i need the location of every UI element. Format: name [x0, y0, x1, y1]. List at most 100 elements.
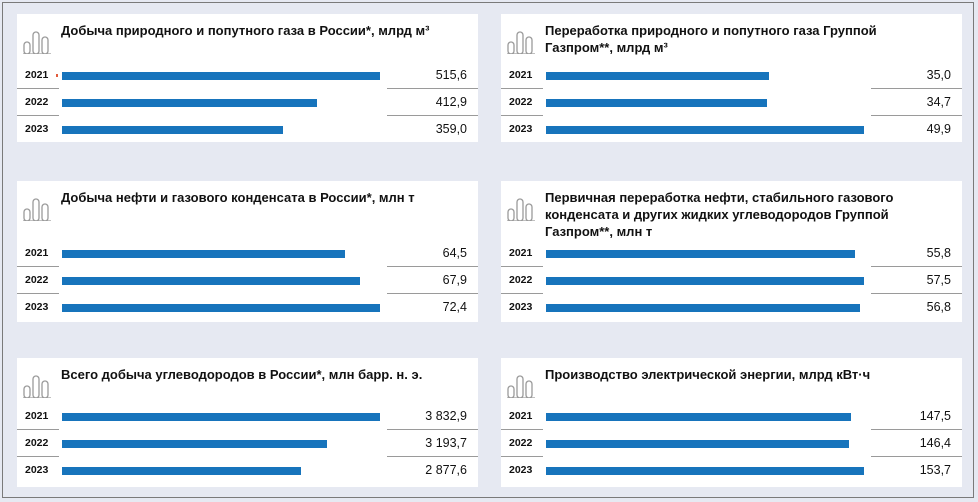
chart-row: 2023 72,4 [17, 298, 478, 318]
row-divider [17, 429, 59, 430]
chart-row: 2022 3 193,7 [17, 434, 478, 454]
bar-chart-icon [507, 31, 535, 54]
row-divider [17, 456, 59, 457]
row-divider [871, 115, 962, 116]
chart-row: 2022 34,7 [501, 93, 962, 113]
category-label: 2023 [25, 123, 49, 135]
bar-chart-icon [507, 198, 535, 221]
chart-card: Производство электрической энергии, млрд… [501, 358, 962, 487]
chart-title: Добыча нефти и газового конденсата в Рос… [61, 190, 415, 205]
category-label: 2021 [25, 69, 49, 81]
category-label: 2023 [509, 123, 533, 135]
row-divider [387, 115, 478, 116]
bar-chart-icon [23, 198, 51, 221]
chart-title: Всего добыча углеводородов в России*, мл… [61, 367, 423, 382]
chart-row: 2022 146,4 [501, 434, 962, 454]
row-divider [501, 293, 543, 294]
value-label: 515,6 [435, 68, 467, 82]
marker [56, 74, 58, 77]
category-label: 2022 [509, 437, 533, 449]
value-label: 146,4 [919, 436, 951, 450]
bar [62, 250, 346, 258]
chart-card: Переработка природного и попутного газа … [501, 14, 962, 142]
value-label: 67,9 [442, 273, 467, 287]
chart-row: 2022 67,9 [17, 271, 478, 291]
chart-title: Первичная переработка нефти, стабильного… [545, 190, 894, 239]
value-label: 3 832,9 [425, 409, 467, 423]
row-divider [501, 266, 543, 267]
row-divider [871, 266, 962, 267]
bar [546, 126, 864, 134]
chart-row: 2021 35,0 [501, 66, 962, 86]
category-label: 2023 [25, 464, 49, 476]
value-label: 34,7 [926, 95, 951, 109]
category-label: 2022 [509, 96, 533, 108]
row-divider [17, 266, 59, 267]
bar [62, 440, 327, 448]
bar [546, 304, 861, 312]
row-divider [17, 88, 59, 89]
chart-row: 2022 57,5 [501, 271, 962, 291]
bar [62, 304, 380, 312]
row-divider [387, 293, 478, 294]
row-divider [501, 456, 543, 457]
row-divider [871, 88, 962, 89]
value-label: 412,9 [435, 95, 467, 109]
row-divider [871, 429, 962, 430]
value-label: 153,7 [919, 463, 951, 477]
category-label: 2023 [509, 301, 533, 313]
category-label: 2022 [25, 437, 49, 449]
chart-row: 2023 359,0 [17, 120, 478, 140]
value-label: 55,8 [926, 246, 951, 260]
chart-row: 2021 3 832,9 [17, 407, 478, 427]
row-divider [387, 266, 478, 267]
bar-chart-icon [23, 375, 51, 398]
value-label: 49,9 [926, 122, 951, 136]
bar [546, 250, 855, 258]
chart-card: Добыча нефти и газового конденсата в Рос… [17, 181, 478, 322]
value-label: 147,5 [919, 409, 951, 423]
chart-title: Переработка природного и попутного газа … [545, 23, 877, 55]
category-label: 2022 [25, 96, 49, 108]
bar [62, 72, 380, 80]
bar [62, 277, 361, 285]
row-divider [387, 429, 478, 430]
bar [62, 467, 301, 475]
row-divider [387, 88, 478, 89]
row-divider [501, 88, 543, 89]
bar [546, 99, 768, 107]
chart-row: 2023 56,8 [501, 298, 962, 318]
value-label: 57,5 [926, 273, 951, 287]
value-label: 64,5 [442, 246, 467, 260]
value-label: 2 877,6 [425, 463, 467, 477]
row-divider [387, 456, 478, 457]
value-label: 35,0 [926, 68, 951, 82]
category-label: 2021 [25, 247, 49, 259]
chart-row: 2023 2 877,6 [17, 461, 478, 481]
value-label: 3 193,7 [425, 436, 467, 450]
bar [546, 413, 852, 421]
bar-chart-icon [507, 375, 535, 398]
chart-row: 2021 64,5 [17, 244, 478, 264]
category-label: 2023 [509, 464, 533, 476]
chart-row: 2022 412,9 [17, 93, 478, 113]
chart-card: Всего добыча углеводородов в России*, мл… [17, 358, 478, 487]
value-label: 359,0 [435, 122, 467, 136]
row-divider [871, 293, 962, 294]
category-label: 2021 [509, 69, 533, 81]
row-divider [501, 429, 543, 430]
category-label: 2023 [25, 301, 49, 313]
bar [62, 126, 284, 134]
category-label: 2022 [25, 274, 49, 286]
row-divider [501, 115, 543, 116]
chart-row: 2023 153,7 [501, 461, 962, 481]
category-label: 2022 [509, 274, 533, 286]
value-label: 56,8 [926, 300, 951, 314]
bar [546, 467, 864, 475]
bar [546, 440, 849, 448]
bar [546, 277, 864, 285]
chart-title: Добыча природного и попутного газа в Рос… [61, 23, 430, 38]
category-label: 2021 [509, 247, 533, 259]
category-label: 2021 [509, 410, 533, 422]
row-divider [17, 115, 59, 116]
